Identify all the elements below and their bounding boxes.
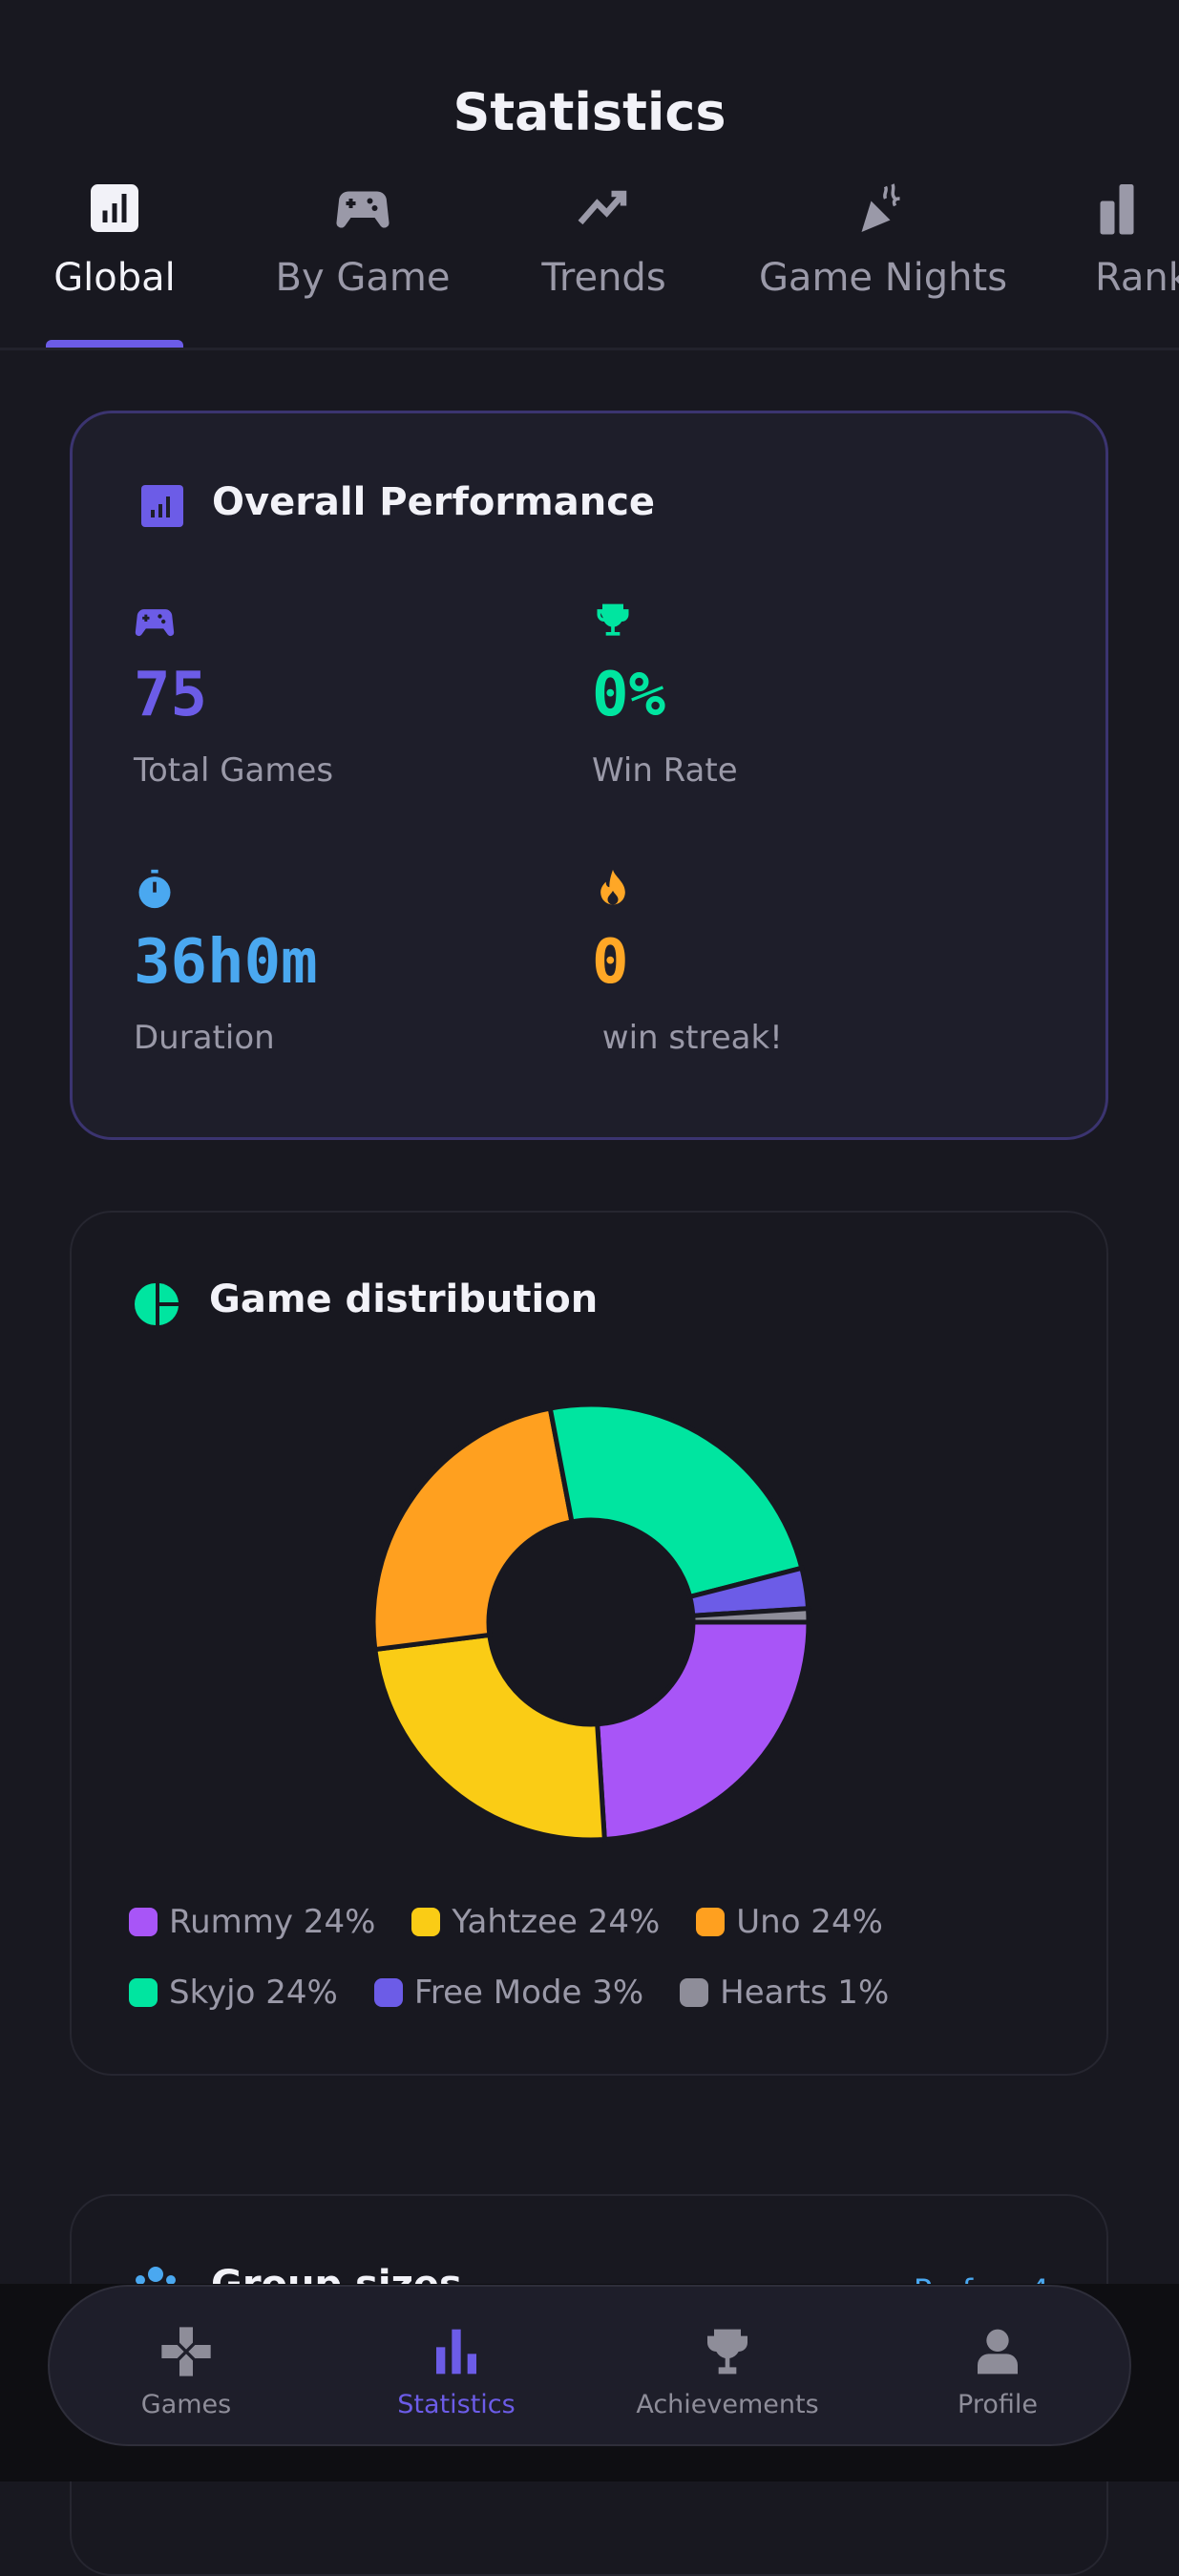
nav-label: Achievements [636, 2390, 819, 2419]
stat-label: Win Rate [592, 751, 738, 790]
nav-statistics[interactable]: Statistics [342, 2287, 571, 2448]
legend-label: Rummy 24% [169, 1903, 376, 1941]
podium-icon [1100, 184, 1134, 235]
trending-up-icon [578, 190, 626, 225]
legend-swatch [129, 1908, 158, 1936]
fire-icon [600, 869, 625, 905]
bottom-navigation: Games Statistics Achievements Profile [48, 2285, 1131, 2446]
tab-by-game[interactable]: By Game [267, 172, 458, 344]
legend-swatch [129, 1978, 158, 2007]
nav-label: Profile [958, 2390, 1038, 2419]
tab-label: By Game [275, 256, 451, 300]
tab-label: Global [53, 256, 176, 300]
nav-achievements[interactable]: Achievements [613, 2287, 842, 2448]
tab-label: Game Nights [758, 256, 1008, 300]
overall-performance-card: Overall Performance 75 Total Games 0% Wi… [70, 411, 1108, 1140]
stat-label: win streak! [592, 1019, 783, 1057]
pie-chart-icon [135, 1283, 179, 1325]
legend-item: Skyjo 24% [129, 1974, 338, 2012]
stat-value: 36h0m [134, 927, 318, 998]
legend-item: Uno 24% [696, 1903, 883, 1941]
nav-profile[interactable]: Profile [883, 2287, 1112, 2448]
nav-label: Statistics [397, 2390, 516, 2419]
donut-slice-yahtzee [372, 1632, 607, 1843]
chart-legend: Rummy 24% Yahtzee 24% Uno 24% Skyjo 24% Free… [129, 1903, 1045, 2012]
donut-slice-hearts [690, 1606, 811, 1625]
bar-chart-box-icon [91, 184, 138, 232]
legend-label: Uno 24% [736, 1903, 883, 1941]
card-title: Game distribution [209, 1277, 599, 1321]
gamepad-cross-icon [161, 2327, 211, 2376]
group-icon [136, 2267, 176, 2285]
legend-swatch [696, 1908, 726, 1936]
legend-item: Hearts 1% [680, 1974, 890, 2012]
tab-rank[interactable]: Rank [1095, 172, 1179, 344]
legend-item: Free Mode 3% [373, 1974, 644, 2012]
stopwatch-icon [138, 869, 171, 909]
game-distribution-donut [370, 1402, 811, 1843]
tab-trends[interactable]: Trends [520, 172, 687, 344]
tab-label: Trends [541, 256, 666, 300]
donut-slice-uno [370, 1405, 575, 1653]
stat-value: 0 [592, 927, 629, 998]
legend-item: Rummy 24% [129, 1903, 376, 1941]
active-tab-indicator [46, 340, 183, 349]
card-title: Overall Performance [212, 480, 656, 524]
stat-label: Total Games [134, 751, 334, 790]
gamepad-icon [135, 609, 175, 637]
legend-label: Yahtzee 24% [452, 1903, 661, 1941]
game-distribution-card: Game distribution Rummy 24% Yahtzee 24% Un… [70, 1211, 1108, 2076]
stat-value: 75 [134, 660, 208, 730]
nav-label: Games [140, 2390, 232, 2419]
tab-game-nights[interactable]: Game Nights [754, 172, 1012, 344]
party-popper-icon [861, 183, 900, 232]
legend-swatch [411, 1908, 441, 1936]
tab-label: Rank [1095, 256, 1179, 300]
gamepad-icon [336, 191, 389, 228]
legend-item: Yahtzee 24% [411, 1903, 661, 1941]
legend-label: Hearts 1% [720, 1974, 890, 2012]
bar-chart-box-icon [141, 485, 183, 527]
tab-divider [0, 348, 1179, 350]
stat-value: 0% [592, 660, 666, 730]
legend-swatch [680, 1978, 709, 2007]
trophy-icon [707, 2329, 747, 2375]
bar-chart-icon [436, 2329, 476, 2375]
trophy-icon [597, 603, 629, 636]
stat-label: Duration [134, 1019, 275, 1057]
nav-games[interactable]: Games [72, 2287, 301, 2448]
tab-global[interactable]: Global [38, 172, 191, 344]
donut-slice-rummy [595, 1619, 811, 1843]
person-icon [978, 2329, 1018, 2375]
donut-slice-skyjo [547, 1402, 805, 1600]
legend-swatch [373, 1978, 403, 2007]
legend-label: Free Mode 3% [413, 1974, 644, 2012]
page-title: Statistics [453, 82, 726, 142]
legend-label: Skyjo 24% [169, 1974, 338, 2012]
